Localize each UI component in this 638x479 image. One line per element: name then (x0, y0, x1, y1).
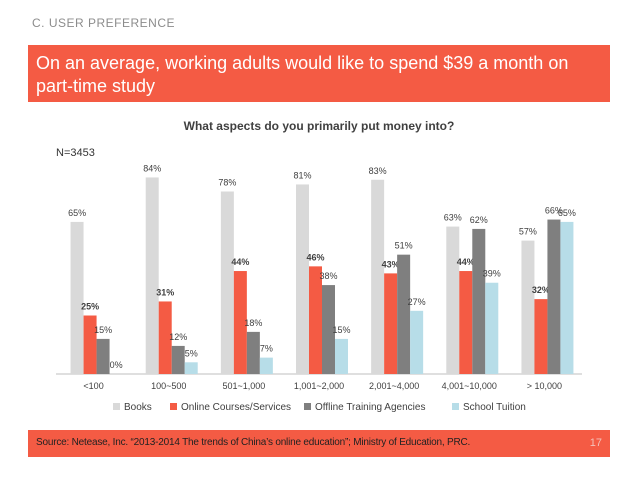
data-label: 15% (94, 325, 112, 335)
bar-online-courses-services (384, 273, 398, 374)
bar-books (70, 221, 84, 374)
bar-online-courses-services (534, 299, 548, 374)
data-label: 7% (260, 344, 273, 354)
data-label: 31% (156, 287, 174, 297)
data-label: 46% (306, 252, 324, 262)
bar-offline-training-agencies (246, 331, 260, 374)
legend-swatch (452, 403, 459, 410)
data-label: 25% (81, 302, 99, 312)
legend-label: Books (124, 402, 152, 413)
bar-offline-training-agencies (397, 254, 411, 374)
bar-offline-training-agencies (472, 228, 486, 374)
bar-offline-training-agencies (547, 219, 561, 374)
bar-school-tuition (410, 310, 424, 374)
bar-online-courses-services (233, 271, 247, 374)
data-label: 39% (483, 269, 501, 279)
bar-chart: 65% 25% 15% 0% <100 84% 31% 12% 5% 100~500 78% 44% 1… (56, 163, 582, 413)
data-label: 78% (218, 177, 236, 187)
section-label: C. USER PREFERENCE (32, 16, 176, 30)
source-footer: Source: Netease, Inc. “2013-2014 The tre… (28, 430, 610, 457)
data-label: 27% (408, 297, 426, 307)
x-tick-label: <100 (83, 381, 103, 391)
x-tick-label: 2,001~4,000 (369, 381, 419, 391)
data-label: 0% (110, 360, 123, 370)
sample-size-note: N=3453 (56, 147, 95, 159)
legend-swatch (304, 403, 311, 410)
data-label: 43% (382, 259, 400, 269)
slide-title: On an average, working adults would like… (36, 53, 569, 96)
x-tick-label: 1,001~2,000 (294, 381, 344, 391)
bar-offline-training-agencies (322, 285, 335, 374)
data-label: 65% (68, 208, 86, 218)
bar-books (371, 179, 385, 374)
bar-school-tuition (485, 282, 499, 374)
source-text: Source: Netease, Inc. “2013-2014 The tre… (36, 437, 471, 448)
data-label: 44% (457, 257, 475, 267)
bar-books (521, 240, 535, 374)
data-label: 65% (558, 208, 576, 218)
chart-title: What aspects do you primarily put money … (183, 119, 455, 133)
legend-swatch (170, 403, 177, 410)
data-label: 5% (185, 348, 198, 358)
page-number: 17 (589, 437, 602, 449)
bar-books (446, 226, 460, 374)
data-label: 63% (444, 213, 462, 223)
bar-online-courses-services (83, 315, 97, 374)
x-tick-label: 100~500 (151, 381, 186, 391)
bar-offline-training-agencies (171, 345, 185, 374)
bar-online-courses-services (459, 271, 473, 374)
data-label: 18% (244, 318, 262, 328)
legend-label: School Tuition (463, 402, 526, 413)
data-label: 66% (545, 206, 563, 216)
bar-school-tuition (259, 357, 273, 374)
data-label: 81% (293, 170, 311, 180)
bar-books (145, 177, 159, 374)
legend-swatch (113, 403, 120, 410)
bar-school-tuition (335, 338, 348, 374)
bar-school-tuition (184, 362, 198, 374)
bar-books (296, 184, 309, 374)
title-banner: On an average, working adults would like… (28, 45, 610, 102)
x-tick-label: > 10,000 (527, 381, 562, 391)
data-label: 12% (169, 332, 187, 342)
bar-school-tuition (560, 221, 574, 374)
data-label: 57% (519, 227, 537, 237)
x-tick-label: 501~1,000 (222, 381, 265, 391)
data-label: 83% (369, 166, 387, 176)
data-label: 15% (332, 325, 350, 335)
x-tick-label: 4,001~10,000 (442, 381, 497, 391)
data-label: 32% (532, 285, 550, 295)
bar-online-courses-services (309, 266, 322, 374)
data-label: 84% (143, 163, 161, 173)
data-label: 62% (470, 215, 488, 225)
data-label: 51% (395, 241, 413, 251)
legend-label: Offline Training Agencies (315, 402, 425, 413)
legend-label: Online Courses/Services (181, 402, 291, 413)
bar-offline-training-agencies (96, 338, 110, 374)
data-label: 44% (231, 257, 249, 267)
bar-books (220, 191, 234, 374)
bar-online-courses-services (158, 301, 172, 374)
data-label: 38% (319, 271, 337, 281)
